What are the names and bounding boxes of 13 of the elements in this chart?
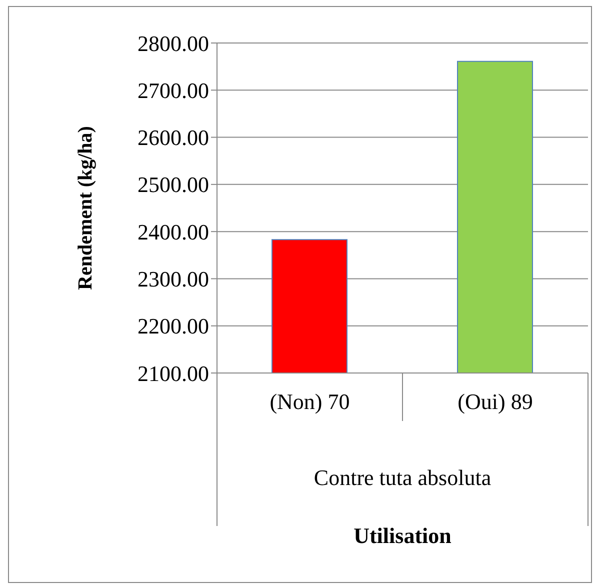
y-axis-title: Rendement (kg/ha) xyxy=(74,126,98,290)
x-tick-label: (Oui) 89 xyxy=(458,389,533,414)
y-tick-label: 2800.00 xyxy=(138,30,209,56)
y-tick-label: 2100.00 xyxy=(138,360,209,386)
y-tick-label: 2500.00 xyxy=(138,172,209,198)
x-axis-title: Utilisation xyxy=(354,523,452,548)
y-tick-label: 2400.00 xyxy=(138,219,209,244)
text: Contre tuta absoluta xyxy=(314,465,492,490)
y-tick-label: 2700.00 xyxy=(138,78,209,103)
x-tick-label: (Non) 70 xyxy=(270,389,350,414)
y-tick-label: 2300.00 xyxy=(138,266,209,292)
y-tick-label: 2600.00 xyxy=(138,125,209,150)
y-tick-label: 2200.00 xyxy=(138,314,209,339)
